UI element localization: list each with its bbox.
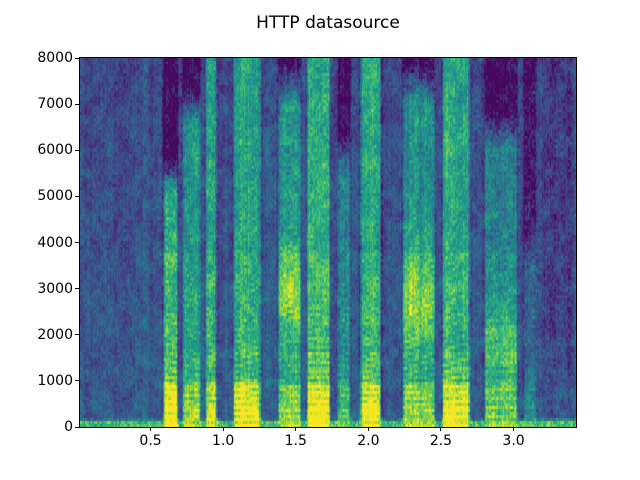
y-tick-mark bbox=[75, 288, 79, 290]
x-tick-label: 2.5 bbox=[429, 433, 453, 449]
y-tick-label: 7000 bbox=[37, 96, 73, 113]
y-tick-mark bbox=[75, 242, 79, 243]
x-tick-label: 0.5 bbox=[139, 433, 162, 449]
plot-area bbox=[79, 57, 577, 428]
x-tick-mark bbox=[295, 427, 297, 431]
y-tick-mark bbox=[75, 195, 79, 197]
y-tick-label: 1000 bbox=[37, 372, 73, 389]
x-tick-mark bbox=[222, 427, 224, 431]
chart-title: HTTP datasource bbox=[256, 13, 400, 33]
x-tick-mark bbox=[150, 427, 152, 431]
x-tick-mark bbox=[513, 427, 515, 431]
x-tick-mark bbox=[440, 427, 442, 431]
y-tick-label: 4000 bbox=[37, 234, 73, 251]
y-tick-label: 6000 bbox=[37, 142, 73, 159]
y-tick-mark bbox=[75, 103, 79, 105]
x-tick-mark bbox=[367, 427, 369, 431]
y-tick-label: 5000 bbox=[37, 188, 73, 205]
y-tick-label: 0 bbox=[64, 419, 73, 435]
y-tick-label: 8000 bbox=[37, 50, 73, 66]
x-tick-label: 2.0 bbox=[357, 433, 380, 449]
y-tick-mark bbox=[75, 380, 79, 382]
y-tick-mark bbox=[75, 57, 79, 59]
y-tick-mark bbox=[75, 334, 79, 336]
y-tick-mark bbox=[75, 426, 79, 428]
x-tick-label: 3.0 bbox=[502, 433, 525, 449]
x-tick-label: 1.5 bbox=[284, 433, 307, 449]
spectrogram-image bbox=[80, 58, 576, 427]
y-tick-label: 3000 bbox=[37, 280, 73, 297]
y-tick-label: 2000 bbox=[37, 326, 73, 343]
x-tick-label: 1.0 bbox=[212, 433, 235, 449]
y-tick-mark bbox=[75, 149, 79, 151]
